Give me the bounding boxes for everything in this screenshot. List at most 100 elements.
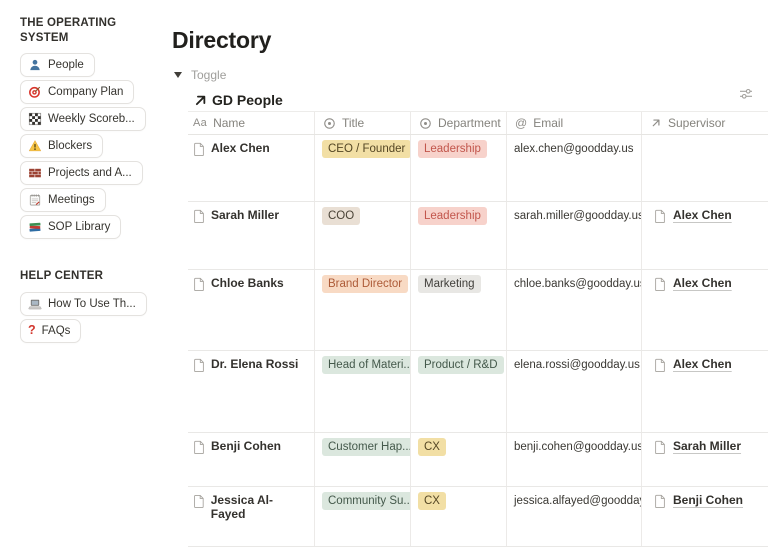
page-icon [655,209,665,223]
toggle-triangle-icon[interactable] [174,72,182,78]
sidebar-item-blockers[interactable]: Blockers [20,134,104,158]
supervisor-cell[interactable] [642,135,768,201]
sidebar-item-label: Company Plan [48,86,124,98]
sidebar: THE OPERATING SYSTEM People Company Plan [20,16,170,346]
email-value: elena.rossi@goodday.us [514,359,640,371]
department-tag: Marketing [418,275,481,293]
department-cell[interactable]: CX [411,487,507,546]
sidebar-item-projects[interactable]: Projects and A... [20,161,143,185]
supervisor-link[interactable]: Alex Chen [673,357,732,371]
name-cell[interactable]: Jessica Al-Fayed [188,487,315,546]
sidebar-item-meetings[interactable]: Meetings [20,188,106,212]
select-property-icon [324,117,335,129]
person-name: Benji Cohen [211,439,282,453]
database-title[interactable]: GD People [212,92,283,108]
title-cell[interactable]: CEO / Founder [315,135,411,201]
sidebar-item-weekly-scoreboard[interactable]: Weekly Scoreb... [20,107,146,131]
supervisor-cell[interactable]: Alex Chen [642,270,768,350]
email-value: sarah.miller@goodday.us [514,210,642,222]
laptop-icon [28,299,42,309]
page-icon [194,209,204,223]
column-header-supervisor[interactable]: Supervisor [642,112,768,134]
department-cell[interactable]: Product / R&D [411,351,507,432]
target-icon [29,86,41,98]
column-header-email[interactable]: @ Email [507,112,642,134]
page-icon [655,494,665,508]
email-cell[interactable]: sarah.miller@goodday.us [507,202,642,269]
notepad-icon [29,194,41,206]
name-cell[interactable]: Chloe Banks [188,270,315,350]
select-property-icon [420,117,431,129]
title-cell[interactable]: Community Su... [315,487,411,546]
person-name: Chloe Banks [211,276,284,290]
title-cell[interactable]: COO [315,202,411,269]
department-tag: CX [418,438,446,456]
column-header-department[interactable]: Department [411,112,507,134]
question-mark-icon: ? [28,323,36,338]
department-tag: Leadership [418,207,487,225]
table-row: Benji Cohen Customer Hap... CX benji.coh… [188,433,768,487]
title-tag: Brand Director [322,275,409,293]
people-table: Aa Name Title Department @ Email [188,111,768,547]
email-value: alex.chen@goodday.us [514,143,634,155]
sidebar-item-label: FAQs [41,324,71,337]
table-row: Sarah Miller COO Leadership sarah.miller… [188,202,768,270]
name-cell[interactable]: Dr. Elena Rossi [188,351,315,432]
supervisor-cell[interactable]: Benji Cohen [642,487,768,546]
email-cell[interactable]: jessica.alfayed@goodday.us [507,487,642,546]
sidebar-item-label: Blockers [48,140,93,152]
name-cell[interactable]: Benji Cohen [188,433,315,486]
supervisor-link[interactable]: Sarah Miller [673,439,742,453]
department-tag: CX [418,492,446,510]
department-cell[interactable]: Leadership [411,135,507,201]
column-header-name[interactable]: Aa Name [188,112,315,134]
name-cell[interactable]: Alex Chen [188,135,315,201]
email-value: chloe.banks@goodday.us [514,278,642,290]
email-cell[interactable]: benji.cohen@goodday.us [507,433,642,486]
title-cell[interactable]: Brand Director [315,270,411,350]
bricks-icon [29,168,41,178]
person-icon [30,59,40,71]
title-tag: Community Su... [322,492,410,510]
supervisor-cell[interactable]: Alex Chen [642,351,768,432]
page-title[interactable]: Directory [172,27,272,53]
department-cell[interactable]: CX [411,433,507,486]
sidebar-item-label: People [48,59,84,71]
page-icon [194,494,204,508]
name-cell[interactable]: Sarah Miller [188,202,315,269]
supervisor-cell[interactable]: Alex Chen [642,202,768,269]
sidebar-item-people[interactable]: People [20,53,95,77]
supervisor-link[interactable]: Alex Chen [673,208,732,222]
column-header-label: Email [533,116,564,130]
column-header-label: Supervisor [668,116,726,130]
column-header-title[interactable]: Title [315,112,411,134]
tune-filters-icon[interactable] [738,86,754,102]
department-cell[interactable]: Leadership [411,202,507,269]
email-cell[interactable]: alex.chen@goodday.us [507,135,642,201]
title-cell[interactable]: Head of Materi... [315,351,411,432]
department-tag: Leadership [418,140,487,158]
page-icon [655,358,665,372]
email-cell[interactable]: chloe.banks@goodday.us [507,270,642,350]
person-name: Jessica Al-Fayed [210,493,274,521]
person-name: Dr. Elena Rossi [211,357,299,371]
column-header-label: Title [342,116,365,130]
sidebar-item-company-plan[interactable]: Company Plan [20,80,135,104]
title-cell[interactable]: Customer Hap... [315,433,411,486]
email-value: jessica.alfayed@goodday.us [514,495,641,507]
sidebar-item-sop-library[interactable]: SOP Library [20,215,122,239]
toggle-block[interactable]: Toggle [174,68,768,82]
email-cell[interactable]: elena.rossi@goodday.us [507,351,642,432]
department-cell[interactable]: Marketing [411,270,507,350]
supervisor-cell[interactable]: Sarah Miller [642,433,768,486]
supervisor-link[interactable]: Alex Chen [673,276,732,290]
relation-property-icon [652,119,660,127]
linked-database-header: GD People [193,92,768,108]
supervisor-link[interactable]: Benji Cohen [673,493,744,507]
sidebar-item-label: Meetings [48,194,95,206]
sidebar-item-faqs[interactable]: ? FAQs [20,318,82,343]
sidebar-section-help-center: How To Use Th... ? FAQs [20,291,170,346]
email-property-icon: @ [515,116,528,130]
sidebar-item-label: SOP Library [48,221,111,233]
sidebar-item-how-to-use[interactable]: How To Use Th... [20,291,147,316]
